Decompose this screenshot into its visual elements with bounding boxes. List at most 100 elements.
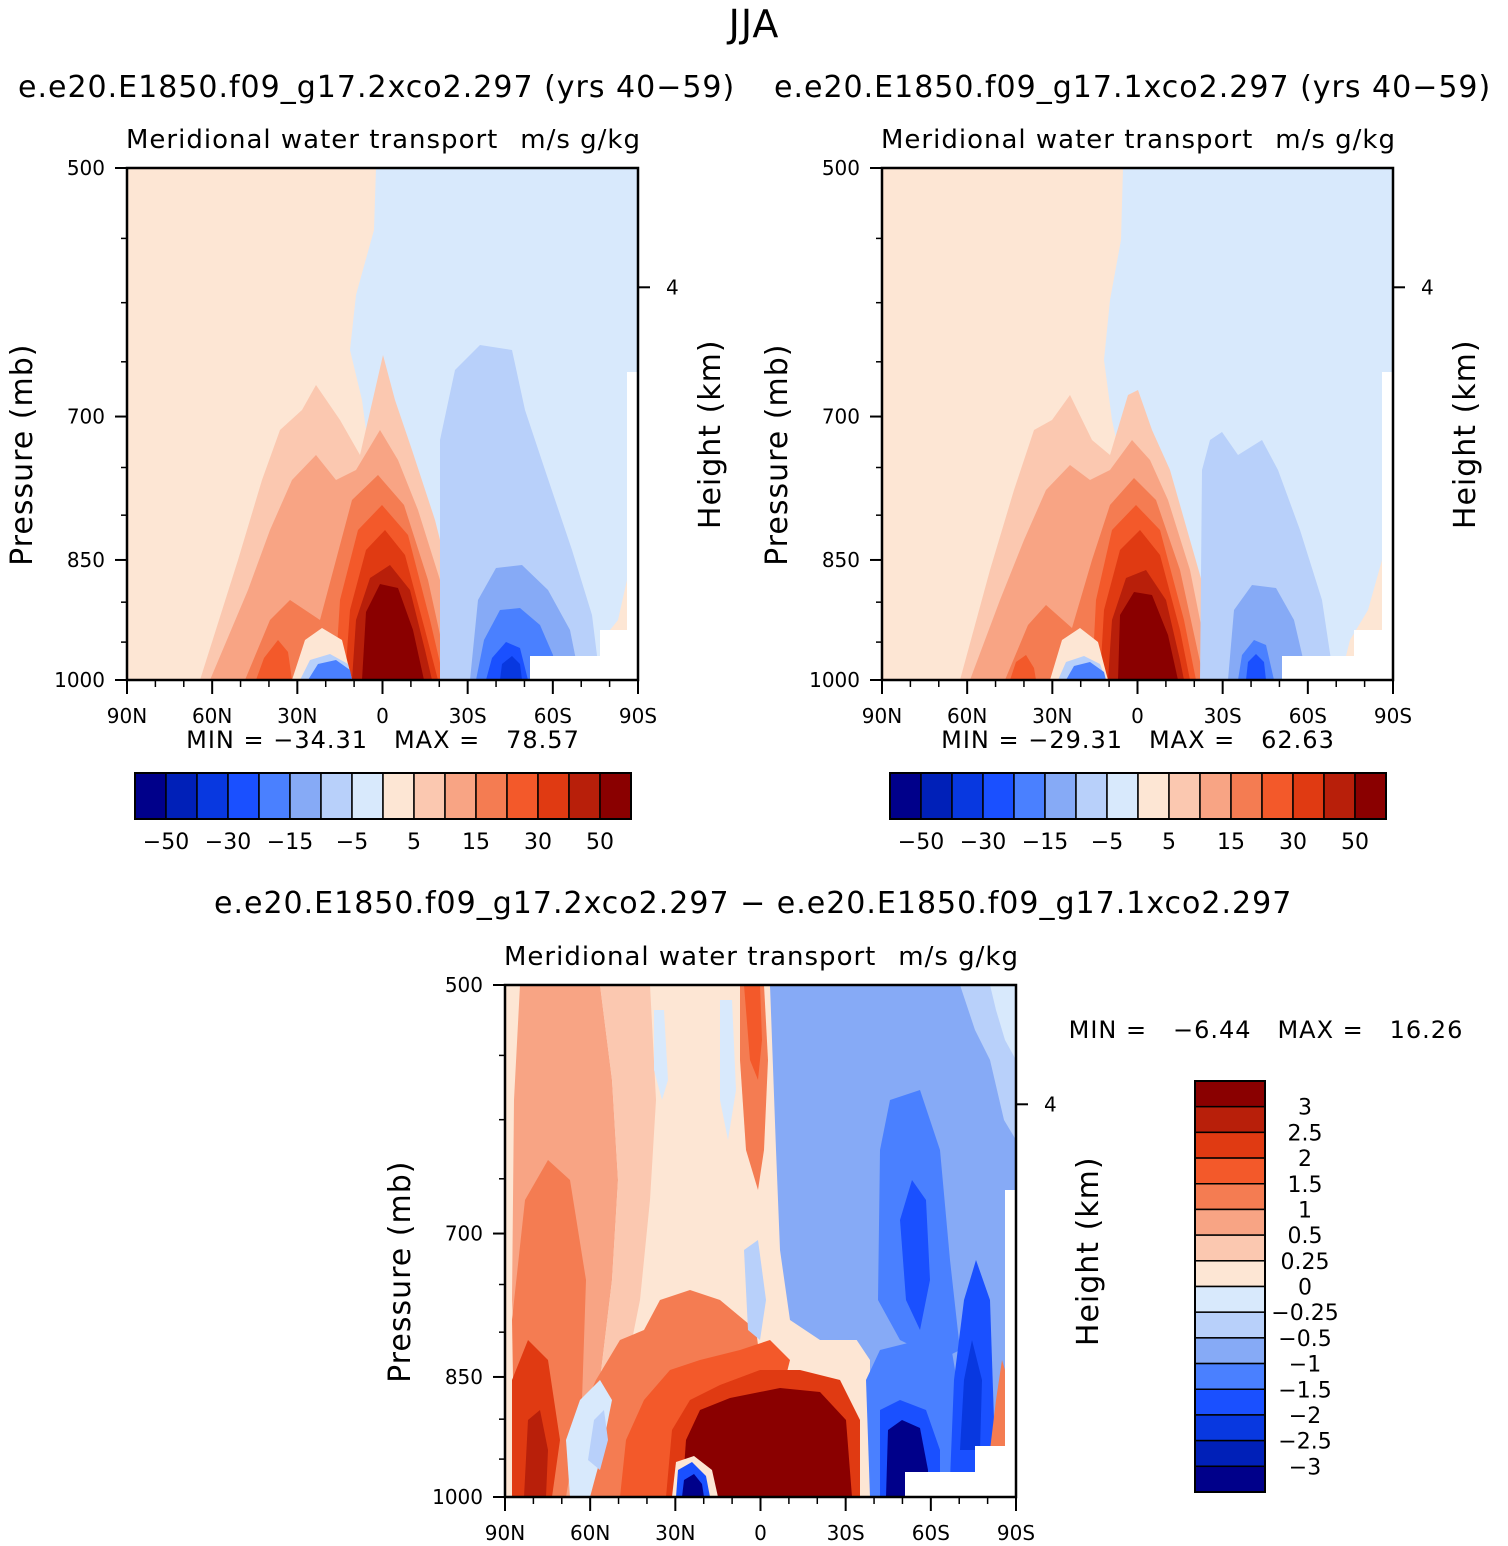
x-tick-label: 90N	[485, 1521, 525, 1545]
panel-subtitle-left: Meridional water transport	[126, 125, 498, 155]
x-tick-label: 30S	[449, 704, 487, 728]
colorbar-swatch	[1168, 772, 1201, 820]
colorbar-swatch	[1194, 1183, 1266, 1211]
diff-colorbar: 32.521.510.50.250−0.25−0.5−1−1.5−2−2.5−3	[1194, 1080, 1339, 1493]
panel2-case-title: e.e20.E1850.f09_g17.1xco2.297 (yrs 40−59…	[774, 70, 1492, 105]
colorbar-swatch	[1194, 1157, 1266, 1185]
y-tick-label: 1000	[54, 668, 105, 692]
colorbar-swatch	[1194, 1234, 1266, 1262]
x-tick-label: 0	[376, 704, 389, 728]
colorbar-label: 0.5	[1288, 1224, 1323, 1249]
colorbar-label: 30	[524, 830, 552, 855]
colorbar-swatch	[444, 772, 477, 820]
colorbar-swatch	[1194, 1105, 1266, 1134]
y-tick-label: 850	[67, 548, 105, 572]
colorbar-label: −50	[143, 830, 189, 855]
y-axis-label: Pressure (mb)	[5, 344, 40, 566]
colorbar-label: −15	[1022, 830, 1068, 855]
colorbar-label: 50	[586, 830, 614, 855]
colorbar-label: 50	[1341, 830, 1369, 855]
x-tick-label: 60N	[192, 704, 232, 728]
colorbar-label: 1.5	[1288, 1173, 1323, 1198]
colorbar-label: 5	[1162, 830, 1176, 855]
y-tick-label: 850	[445, 1365, 483, 1389]
colorbar-swatch	[920, 772, 953, 820]
panel-subtitle-right: m/s g/kg	[520, 125, 641, 155]
colorbar-swatch	[351, 772, 384, 820]
colorbar-swatch	[951, 772, 984, 820]
colorbar-swatch	[382, 772, 415, 820]
panel3-axes: Meridional water transport m/s g/kg 500 700…	[383, 942, 1462, 1545]
y-tick-label: 700	[445, 1222, 483, 1246]
y-axis-label: Pressure (mb)	[383, 1161, 418, 1383]
colorbar-swatch	[1194, 1311, 1266, 1339]
colorbar-swatch	[537, 772, 570, 820]
panel-subtitle-right: m/s g/kg	[1275, 125, 1396, 155]
y-right-axis-label: Height (km)	[1071, 1156, 1106, 1346]
colorbar-swatch	[1199, 772, 1232, 820]
y-tick-label: 850	[822, 548, 860, 572]
colorbar-swatch	[1106, 772, 1139, 820]
panel2-contour-plot	[880, 166, 1395, 682]
panel1-axes: Meridional water transport m/s g/kg 500 700…	[5, 125, 728, 754]
panel1-contour-plot	[125, 166, 640, 682]
x-tick-label: 30S	[827, 1521, 865, 1545]
panel2-axes: Meridional water transport m/s g/kg 500 700…	[760, 125, 1483, 754]
colorbar-label: −5	[1091, 830, 1123, 855]
colorbar-label: 15	[1217, 830, 1245, 855]
colorbar-label: 15	[462, 830, 490, 855]
colorbar-swatch	[1194, 1414, 1266, 1442]
colorbar-label: 3	[1298, 1096, 1312, 1121]
diff-contour-plot	[503, 983, 1018, 1499]
colorbar-label: 0.25	[1281, 1250, 1330, 1275]
x-tick-label: 60S	[1289, 704, 1327, 728]
x-tick-label: 30S	[1204, 704, 1242, 728]
min-max-stats: MIN = −29.31 MAX = 62.63	[941, 726, 1335, 754]
x-tick-label: 30N	[655, 1521, 695, 1545]
colorbar-label: −15	[267, 830, 313, 855]
min-max-stats: MIN = −34.31 MAX = 78.57	[186, 726, 580, 754]
x-tick-label: 60N	[947, 704, 987, 728]
colorbar-label: −50	[898, 830, 944, 855]
x-tick-label: 90S	[619, 704, 657, 728]
colorbar-swatch	[1194, 1131, 1266, 1159]
colorbar-swatch	[1044, 772, 1077, 820]
colorbar-label: −30	[205, 830, 251, 855]
y-tick-label: 1000	[809, 668, 860, 692]
colorbar-label: 2	[1298, 1147, 1312, 1172]
colorbar-label: −0.25	[1271, 1301, 1338, 1326]
height-tick-label: 4	[666, 275, 679, 299]
colorbar-swatch	[289, 772, 322, 820]
colorbar-swatch	[258, 772, 291, 820]
colorbar-swatch	[506, 772, 539, 820]
colorbar-label: −30	[960, 830, 1006, 855]
colorbar-swatch	[320, 772, 353, 820]
colorbar-swatch	[1194, 1362, 1266, 1390]
colorbar-label: −3	[1289, 1455, 1321, 1480]
colorbar-swatch	[599, 772, 632, 820]
colorbar-swatch	[1261, 772, 1294, 820]
colorbar-swatch	[475, 772, 508, 820]
colorbar-swatch	[982, 772, 1015, 820]
x-tick-label: 60S	[912, 1521, 950, 1545]
colorbar-swatch	[1354, 772, 1387, 820]
x-tick-label: 0	[1131, 704, 1144, 728]
colorbar-swatch	[1194, 1080, 1266, 1108]
colorbar-label: 1	[1298, 1198, 1312, 1223]
colorbar-swatch	[568, 772, 601, 820]
colorbar-label: −5	[336, 830, 368, 855]
x-tick-label: 60S	[534, 704, 572, 728]
y-right-axis-label: Height (km)	[693, 339, 728, 529]
y-tick-label: 1000	[432, 1485, 483, 1509]
colorbar-label: −1	[1289, 1353, 1321, 1378]
panel2-colorbar: −50 −30 −15 −5 5 15 30 50	[889, 772, 1387, 855]
colorbar-label: 2.5	[1288, 1121, 1323, 1146]
panel-subtitle-right: m/s g/kg	[898, 942, 1019, 972]
colorbar-swatch	[1194, 1285, 1266, 1313]
colorbar-swatch	[1194, 1465, 1266, 1493]
y-tick-label: 500	[445, 973, 483, 997]
colorbar-swatch	[196, 772, 229, 820]
y-tick-label: 500	[822, 156, 860, 180]
colorbar-swatch	[227, 772, 260, 820]
